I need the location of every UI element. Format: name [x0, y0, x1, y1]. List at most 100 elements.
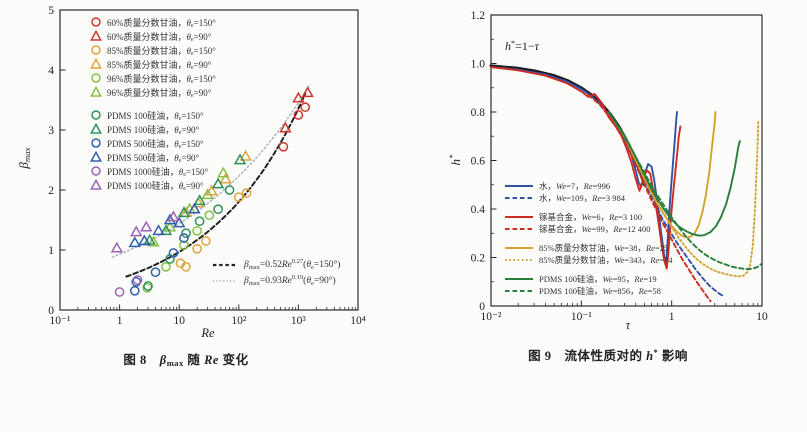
fig8-axes: 10⁻¹ 1 10 10² 10³ 10⁴ 0 1 2 3 4 5: [48, 5, 366, 327]
dashed-line-icon: [505, 197, 533, 199]
line-series-0: [490, 66, 679, 266]
svg-text:1.0: 1.0: [471, 59, 486, 71]
triangle-marker-icon: [90, 179, 102, 190]
fig8-fit-equation: βmax=0.52Re0.27(θe=150°): [244, 258, 341, 271]
fig8-legend-item: 96%质量分数甘油，θe=150°: [90, 71, 216, 85]
figure-8: 10⁻¹ 1 10 10² 10³ 10⁴ 0 1 2 3 4 5 βmax Re 60%质量分数甘油…: [0, 0, 400, 432]
scatter-series-10: [114, 275, 143, 297]
svg-text:0.2: 0.2: [471, 253, 486, 265]
fig8-x-axis-label: Re: [201, 326, 215, 340]
fig8-caption: 图 8 βmax 随 Re 变化: [123, 353, 249, 369]
solid-line-icon: [505, 278, 533, 280]
svg-text:0.4: 0.4: [471, 204, 486, 216]
fig9-legend-item: PDMS 100硅油，We=95，Re=19: [504, 273, 672, 285]
fig9-axes: 10⁻² 10⁻¹ 1 10 0 0.2 0.4 0.6 0.8 1.0 1.2: [471, 10, 768, 323]
fig8-legend-label: 60%质量分数甘油，θe=150°: [107, 17, 216, 30]
svg-text:3: 3: [48, 125, 54, 137]
svg-text:0: 0: [479, 301, 485, 313]
triangle-marker-icon: [90, 30, 102, 41]
scatter-series-11: [110, 210, 180, 253]
fig8-fit-equation: βmax=0.93Re0.19(θe=90°): [244, 274, 336, 287]
fig8-fit-legend-item: βmax=0.93Re0.19(θe=90°): [212, 273, 340, 289]
fig9-legend-item: 镓基合金，We=6，Re=3 100: [504, 211, 672, 223]
fig8-y-axis-label: βmax: [16, 147, 33, 169]
dashed-line-icon: [505, 228, 533, 230]
circle-marker-icon: [91, 110, 101, 120]
figure-9: 10⁻² 10⁻¹ 1 10 0 0.2 0.4 0.6 0.8 1.0 1.2 h* τ h*=1…: [400, 0, 807, 432]
svg-text:1: 1: [669, 311, 675, 323]
svg-text:2: 2: [48, 185, 54, 197]
triangle-marker-icon: [90, 123, 102, 134]
fig9-legend-label: PDMS 100硅油，We=95，Re=19: [539, 274, 657, 284]
svg-text:1: 1: [48, 245, 54, 257]
scatter-series-2: [175, 188, 252, 272]
fig9-legend-label: 85%质量分数甘油，We=343，Re=74: [539, 255, 673, 265]
fig8-legend-item: PDMS 1000硅油，θe=150°: [90, 164, 216, 178]
triangle-marker-icon: [90, 86, 102, 97]
fig8-legend-item: 85%质量分数甘油，θe=150°: [90, 43, 216, 57]
fig8-legend-label: PDMS 100硅油，θe=90°: [107, 124, 200, 137]
svg-text:10⁻¹: 10⁻¹: [571, 311, 593, 323]
scatter-series-8: [129, 233, 189, 296]
triangle-marker-icon: [90, 58, 102, 69]
fig8-svg: 10⁻¹ 1 10 10² 10³ 10⁴ 0 1 2 3 4 5: [48, 5, 366, 327]
scatter-series-9: [128, 202, 201, 248]
circle-marker-icon: [91, 166, 101, 176]
fig9-legend-label: 镓基合金，We=6，Re=3 100: [539, 212, 643, 222]
fig8-legend-label: 60%质量分数甘油，θe=90°: [107, 31, 212, 44]
fig9-legend-item: 水，We=7，Re=996: [504, 180, 672, 192]
fig8-legend-item: PDMS 100硅油，θe=150°: [90, 108, 216, 122]
fig9-legend-item: 85%质量分数甘油，We=343，Re=74: [504, 254, 672, 266]
fig8-legend-item: 60%质量分数甘油，θe=90°: [90, 29, 216, 43]
dashed-line-icon: [213, 263, 237, 267]
line-series-6: [607, 111, 741, 237]
triangle-marker-icon: [90, 151, 102, 162]
circle-marker-icon: [91, 17, 101, 27]
svg-text:10⁻²: 10⁻²: [480, 311, 502, 323]
fig9-plot-area: 10⁻² 10⁻¹ 1 10 0 0.2 0.4 0.6 0.8 1.0 1.2: [400, 0, 807, 350]
svg-text:10: 10: [756, 311, 768, 323]
fig9-legend-item: 85%质量分数甘油，We=38，Re=25: [504, 242, 672, 254]
line-series-7: [607, 111, 762, 271]
fig8-fit-legend-item: βmax=0.52Re0.27(θe=150°): [212, 257, 340, 273]
fig8-legend-label: PDMS 1000硅油，θe=90°: [107, 180, 204, 193]
fig8-legend: 60%质量分数甘油，θe=150° 60%质量分数甘油，θe=90° 85%质量分数…: [90, 15, 216, 192]
svg-text:10³: 10³: [291, 315, 307, 327]
fig9-legend-label: 镓基合金，We=99，Re=12 400: [539, 224, 651, 234]
svg-text:0.6: 0.6: [471, 156, 486, 168]
fig9-legend-item: PDMS 100硅油，We=856，Re=58: [504, 285, 672, 297]
fig8-legend-item: PDMS 500硅油，θe=90°: [90, 150, 216, 164]
fig8-legend-label: 96%质量分数甘油，θe=90°: [107, 87, 212, 100]
circle-marker-icon: [91, 73, 101, 83]
svg-text:5: 5: [48, 5, 54, 17]
fig8-legend-item: PDMS 100硅油，θe=90°: [90, 122, 216, 136]
solid-line-icon: [505, 216, 533, 218]
svg-text:1.2: 1.2: [471, 10, 486, 22]
fig9-legend-item: 镓基合金，We=99，Re=12 400: [504, 223, 672, 235]
fig8-legend-label: 96%质量分数甘油，θe=150°: [107, 73, 216, 86]
fig9-caption: 图 9 流体性质对的 h* 影响: [528, 347, 688, 363]
fig9-y-axis-label: h*: [447, 154, 463, 166]
solid-line-icon: [505, 185, 533, 187]
fig8-legend-label: PDMS 500硅油，θe=90°: [107, 152, 200, 165]
fig8-legend-label: PDMS 500硅油，θe=150°: [107, 138, 204, 151]
svg-text:1: 1: [117, 315, 123, 327]
fig9-legend: 水，We=7，Re=996 水，We=109，Re=3 984 镓基合金，We=6，…: [504, 180, 672, 297]
fig9-legend-label: 85%质量分数甘油，We=38，Re=25: [539, 243, 669, 253]
fig9-legend-label: PDMS 100硅油，We=856，Re=58: [539, 286, 661, 296]
svg-text:10²: 10²: [231, 315, 247, 327]
svg-text:10⁴: 10⁴: [350, 315, 366, 327]
fig9-legend-label: 水，We=7，Re=996: [539, 181, 611, 191]
dashed-line-icon: [505, 290, 533, 292]
fig8-legend-item: 96%质量分数甘油，θe=90°: [90, 85, 216, 99]
fig9-legend-label: 水，We=109，Re=3 984: [539, 193, 626, 203]
circle-marker-icon: [91, 138, 101, 148]
scatter-series-0: [278, 102, 311, 152]
fig9-x-axis-label: τ: [625, 318, 631, 332]
line-series-5: [607, 111, 760, 278]
fig9-legend-item: 水，We=109，Re=3 984: [504, 192, 672, 204]
solid-line-icon: [505, 247, 533, 249]
svg-text:0: 0: [48, 305, 54, 317]
fit-line-0: [125, 92, 307, 278]
